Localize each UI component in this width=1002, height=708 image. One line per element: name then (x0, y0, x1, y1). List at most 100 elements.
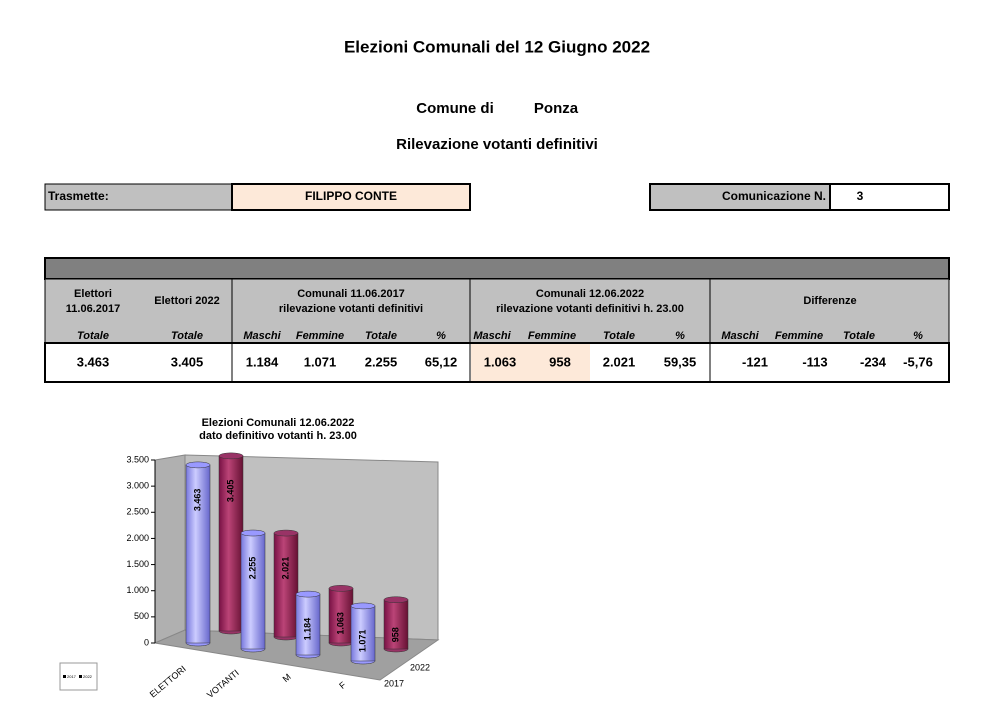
cylinder-part (273, 529, 299, 537)
group-header: rilevazione votanti definitivi h. 23.00 (496, 303, 684, 315)
value-label: 1.184 (302, 618, 312, 641)
cylinder (185, 461, 211, 647)
comm-label-cell (649, 183, 831, 211)
cylinder-part (273, 532, 299, 638)
cylinder-part (350, 605, 376, 662)
cylinder (218, 452, 244, 635)
cell-value: 59,35 (664, 354, 697, 369)
cylinder-part (185, 461, 211, 469)
table-header (44, 278, 950, 344)
subheader: % (436, 330, 446, 342)
group-header: Differenze (803, 295, 856, 307)
cell-value: -234 (860, 354, 887, 369)
cylinder-part (350, 602, 376, 610)
depth-label: 2022 (410, 662, 430, 672)
subheader: % (913, 330, 923, 342)
cylinder-part (383, 599, 409, 650)
sender-label: Trasmette: (48, 189, 109, 203)
cylinder (240, 529, 266, 653)
cylinder (295, 590, 321, 659)
value-label: 1.071 (357, 630, 367, 653)
depth-label: 2017 (384, 678, 404, 688)
subheader: Femmine (528, 330, 576, 342)
cell-value: 3.463 (77, 354, 110, 369)
subheader: Femmine (775, 330, 823, 342)
chart-title: dato definitivo votanti h. 23.00 (199, 430, 357, 442)
subheader: Totale (603, 330, 635, 342)
y-tick-label: 2.500 (126, 507, 149, 517)
value-label: 2.021 (280, 557, 290, 580)
title: Elezioni Comunali del 12 Giugno 2022 (344, 37, 650, 56)
cell-value: 3.405 (171, 354, 204, 369)
group-header: Comunali 11.06.2017 (297, 288, 405, 300)
cylinder-part (295, 590, 321, 598)
subheader: Totale (171, 330, 203, 342)
cell-value: 65,12 (425, 354, 458, 369)
cell-value: 1.063 (484, 354, 517, 369)
subheader: % (675, 330, 685, 342)
y-tick-label: 500 (134, 611, 149, 621)
cell-value: 2.021 (603, 354, 636, 369)
x-tick-label: M (281, 672, 293, 684)
cylinder-part (240, 529, 266, 537)
value-label: 958 (390, 627, 400, 642)
x-tick-label: VOTANTI (205, 668, 241, 700)
group-header: Comunali 12.06.2022 (536, 288, 644, 300)
value-label: 2.255 (247, 557, 257, 580)
cylinder-part (328, 588, 354, 644)
comune: Ponza (534, 100, 579, 117)
chart-title: Elezioni Comunali 12.06.2022 (202, 417, 355, 429)
cylinder-part (185, 464, 211, 644)
x-tick-label: F (337, 679, 348, 691)
subheader: Maschi (721, 330, 759, 342)
legend (59, 662, 98, 691)
x-tick-label: ELETTORI (148, 664, 188, 700)
cylinder-part (218, 455, 244, 632)
y-tick-label: 0 (144, 637, 149, 647)
y-tick-label: 3.500 (126, 454, 149, 464)
value-label: 3.463 (192, 489, 202, 512)
cylinder (383, 596, 409, 653)
cylinder-part (383, 596, 409, 603)
chart-side-wall (154, 454, 186, 644)
cell-value: -5,76 (903, 354, 933, 369)
comm-number-cell (829, 183, 950, 211)
table-dividers (231, 279, 711, 382)
y-tick-label: 3.000 (126, 481, 149, 491)
comm-label: Comunicazione N. (722, 189, 826, 203)
y-tick-label: 1.500 (126, 559, 149, 569)
legend-label: 2017 (67, 674, 77, 679)
cell-value: -121 (742, 354, 768, 369)
group-header: Elettori 2022 (154, 295, 219, 307)
cylinder-part (218, 452, 244, 460)
group-header: Elettori (74, 288, 112, 300)
sender-name-cell (231, 183, 471, 211)
value-label: 3.405 (225, 480, 235, 503)
cell-value: -113 (802, 354, 827, 369)
cell-value: 958 (549, 354, 571, 369)
cylinder (328, 585, 354, 647)
subheader: Totale (843, 330, 875, 342)
subheader: Totale (365, 330, 397, 342)
cell-value: 1.071 (304, 354, 337, 369)
legend-label: 2022 (83, 674, 93, 679)
group-header: 11.06.2017 (66, 303, 120, 315)
sender-name: FILIPPO CONTE (305, 189, 397, 203)
subheader: Maschi (473, 330, 511, 342)
legend-swatch (79, 675, 82, 678)
comune-label: Comune di (416, 100, 494, 117)
table-top-band (44, 257, 950, 280)
cylinder-part (328, 585, 354, 592)
y-tick-label: 1.000 (126, 585, 149, 595)
subheader: Femmine (296, 330, 344, 342)
cell-value: 1.184 (246, 354, 279, 369)
highlight-cell (471, 344, 590, 381)
subtitle: Rilevazione votanti definitivi (396, 136, 598, 153)
cell-value: 2.255 (365, 354, 398, 369)
cylinder (350, 602, 376, 665)
subheader: Totale (77, 330, 109, 342)
legend-swatch (63, 675, 66, 678)
cylinder (273, 529, 299, 641)
comm-number: 3 (857, 189, 864, 203)
